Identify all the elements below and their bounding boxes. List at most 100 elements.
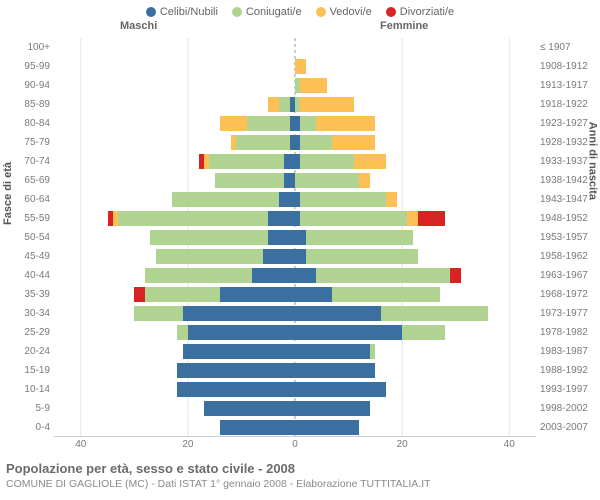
legend-item: Vedovi/e	[316, 6, 372, 18]
bar-row	[54, 266, 536, 285]
bar-seg-cel	[295, 401, 370, 416]
bar-row	[54, 399, 536, 418]
bar-seg-ved	[220, 116, 247, 131]
bar-seg-con	[300, 192, 386, 207]
age-label: 5-9	[4, 399, 50, 418]
bar-seg-cel	[204, 401, 295, 416]
bar-seg-con	[177, 325, 188, 340]
bar-seg-con	[215, 173, 285, 188]
header-male: Maschi	[120, 20, 157, 32]
bar-row	[54, 247, 536, 266]
bar-seg-con	[172, 192, 279, 207]
bar-row	[54, 342, 536, 361]
birthyear-label: 1988-1992	[540, 361, 596, 380]
bar-seg-ved	[295, 59, 306, 74]
bar-seg-ved	[407, 211, 418, 226]
legend-swatch	[232, 7, 242, 17]
legend-label: Divorziati/e	[400, 6, 454, 18]
bar-seg-con	[300, 116, 316, 131]
bar-seg-cel	[220, 287, 295, 302]
bar-row	[54, 285, 536, 304]
bar-row	[54, 418, 536, 437]
legend-swatch	[146, 7, 156, 17]
bar-seg-cel	[263, 249, 295, 264]
axis-title-right: Anni di nascita	[586, 122, 598, 200]
bar-rows	[54, 38, 536, 436]
birthyear-label: 1983-1987	[540, 342, 596, 361]
bar-row	[54, 171, 536, 190]
x-axis: 402002040	[54, 439, 532, 453]
bar-row	[54, 57, 536, 76]
bar-seg-div	[134, 287, 145, 302]
bar-seg-ved	[332, 135, 375, 150]
bar-seg-ved	[268, 97, 279, 112]
bar-seg-ved	[354, 154, 386, 169]
bar-seg-cel	[177, 363, 295, 378]
bar-seg-con	[118, 211, 268, 226]
bar-seg-con	[236, 135, 290, 150]
bar-seg-ved	[359, 173, 370, 188]
bar-seg-con	[145, 287, 220, 302]
age-label: 35-39	[4, 285, 50, 304]
bar-seg-con	[156, 249, 263, 264]
birthyear-label: 1908-1912	[540, 57, 596, 76]
bar-seg-cel	[183, 306, 295, 321]
bar-seg-con	[306, 230, 413, 245]
birthyear-label: 1958-1962	[540, 247, 596, 266]
bar-seg-cel	[183, 344, 295, 359]
axis-title-left: Fasce di età	[2, 162, 14, 225]
legend-item: Celibi/Nubili	[146, 6, 218, 18]
age-label: 40-44	[4, 266, 50, 285]
x-tick: 40	[504, 439, 515, 450]
bar-row	[54, 95, 536, 114]
birthyear-label: 1913-1917	[540, 76, 596, 95]
age-label: 30-34	[4, 304, 50, 323]
bar-seg-con	[150, 230, 268, 245]
age-label: 20-24	[4, 342, 50, 361]
bar-seg-con	[381, 306, 488, 321]
bar-seg-cel	[295, 344, 370, 359]
legend-item: Divorziati/e	[386, 6, 454, 18]
bar-seg-cel	[295, 363, 375, 378]
bar-seg-con	[134, 306, 182, 321]
header-female: Femmine	[380, 20, 428, 32]
footer: Popolazione per età, sesso e stato civil…	[0, 453, 600, 490]
bar-row	[54, 323, 536, 342]
bar-seg-cel	[268, 211, 295, 226]
bar-seg-con	[402, 325, 445, 340]
legend-swatch	[316, 7, 326, 17]
bar-seg-cel	[252, 268, 295, 283]
birthyear-label: 2003-2007	[540, 418, 596, 437]
plot-area	[54, 38, 536, 437]
bar-seg-cel	[284, 154, 295, 169]
chart-subtitle: COMUNE DI GAGLIOLE (MC) - Dati ISTAT 1° …	[6, 478, 594, 490]
legend-swatch	[386, 7, 396, 17]
bar-seg-con	[332, 287, 439, 302]
bar-seg-cel	[295, 306, 381, 321]
legend-label: Coniugati/e	[246, 6, 302, 18]
bar-seg-con	[306, 249, 418, 264]
bar-seg-con	[300, 135, 332, 150]
bar-seg-con	[209, 154, 284, 169]
bar-seg-con	[247, 116, 290, 131]
birthyear-label: 1973-1977	[540, 304, 596, 323]
bar-seg-cel	[188, 325, 295, 340]
bar-seg-cel	[295, 325, 402, 340]
legend: Celibi/Nubili Coniugati/e Vedovi/e Divorzia…	[0, 0, 600, 20]
bar-row	[54, 209, 536, 228]
birthyear-label: 1998-2002	[540, 399, 596, 418]
bar-seg-cel	[279, 192, 295, 207]
bar-seg-con	[370, 344, 375, 359]
age-label: 75-79	[4, 133, 50, 152]
bar-row	[54, 361, 536, 380]
legend-label: Celibi/Nubili	[160, 6, 218, 18]
bar-row	[54, 76, 536, 95]
birthyear-label: 1993-1997	[540, 380, 596, 399]
bar-seg-ved	[300, 78, 327, 93]
age-label: 100+	[4, 38, 50, 57]
bar-row	[54, 114, 536, 133]
bar-row	[54, 38, 536, 57]
birthyear-label: 1948-1952	[540, 209, 596, 228]
bar-seg-ved	[316, 116, 375, 131]
chart: 100+95-9990-9485-8980-8475-7970-7465-696…	[0, 38, 600, 437]
